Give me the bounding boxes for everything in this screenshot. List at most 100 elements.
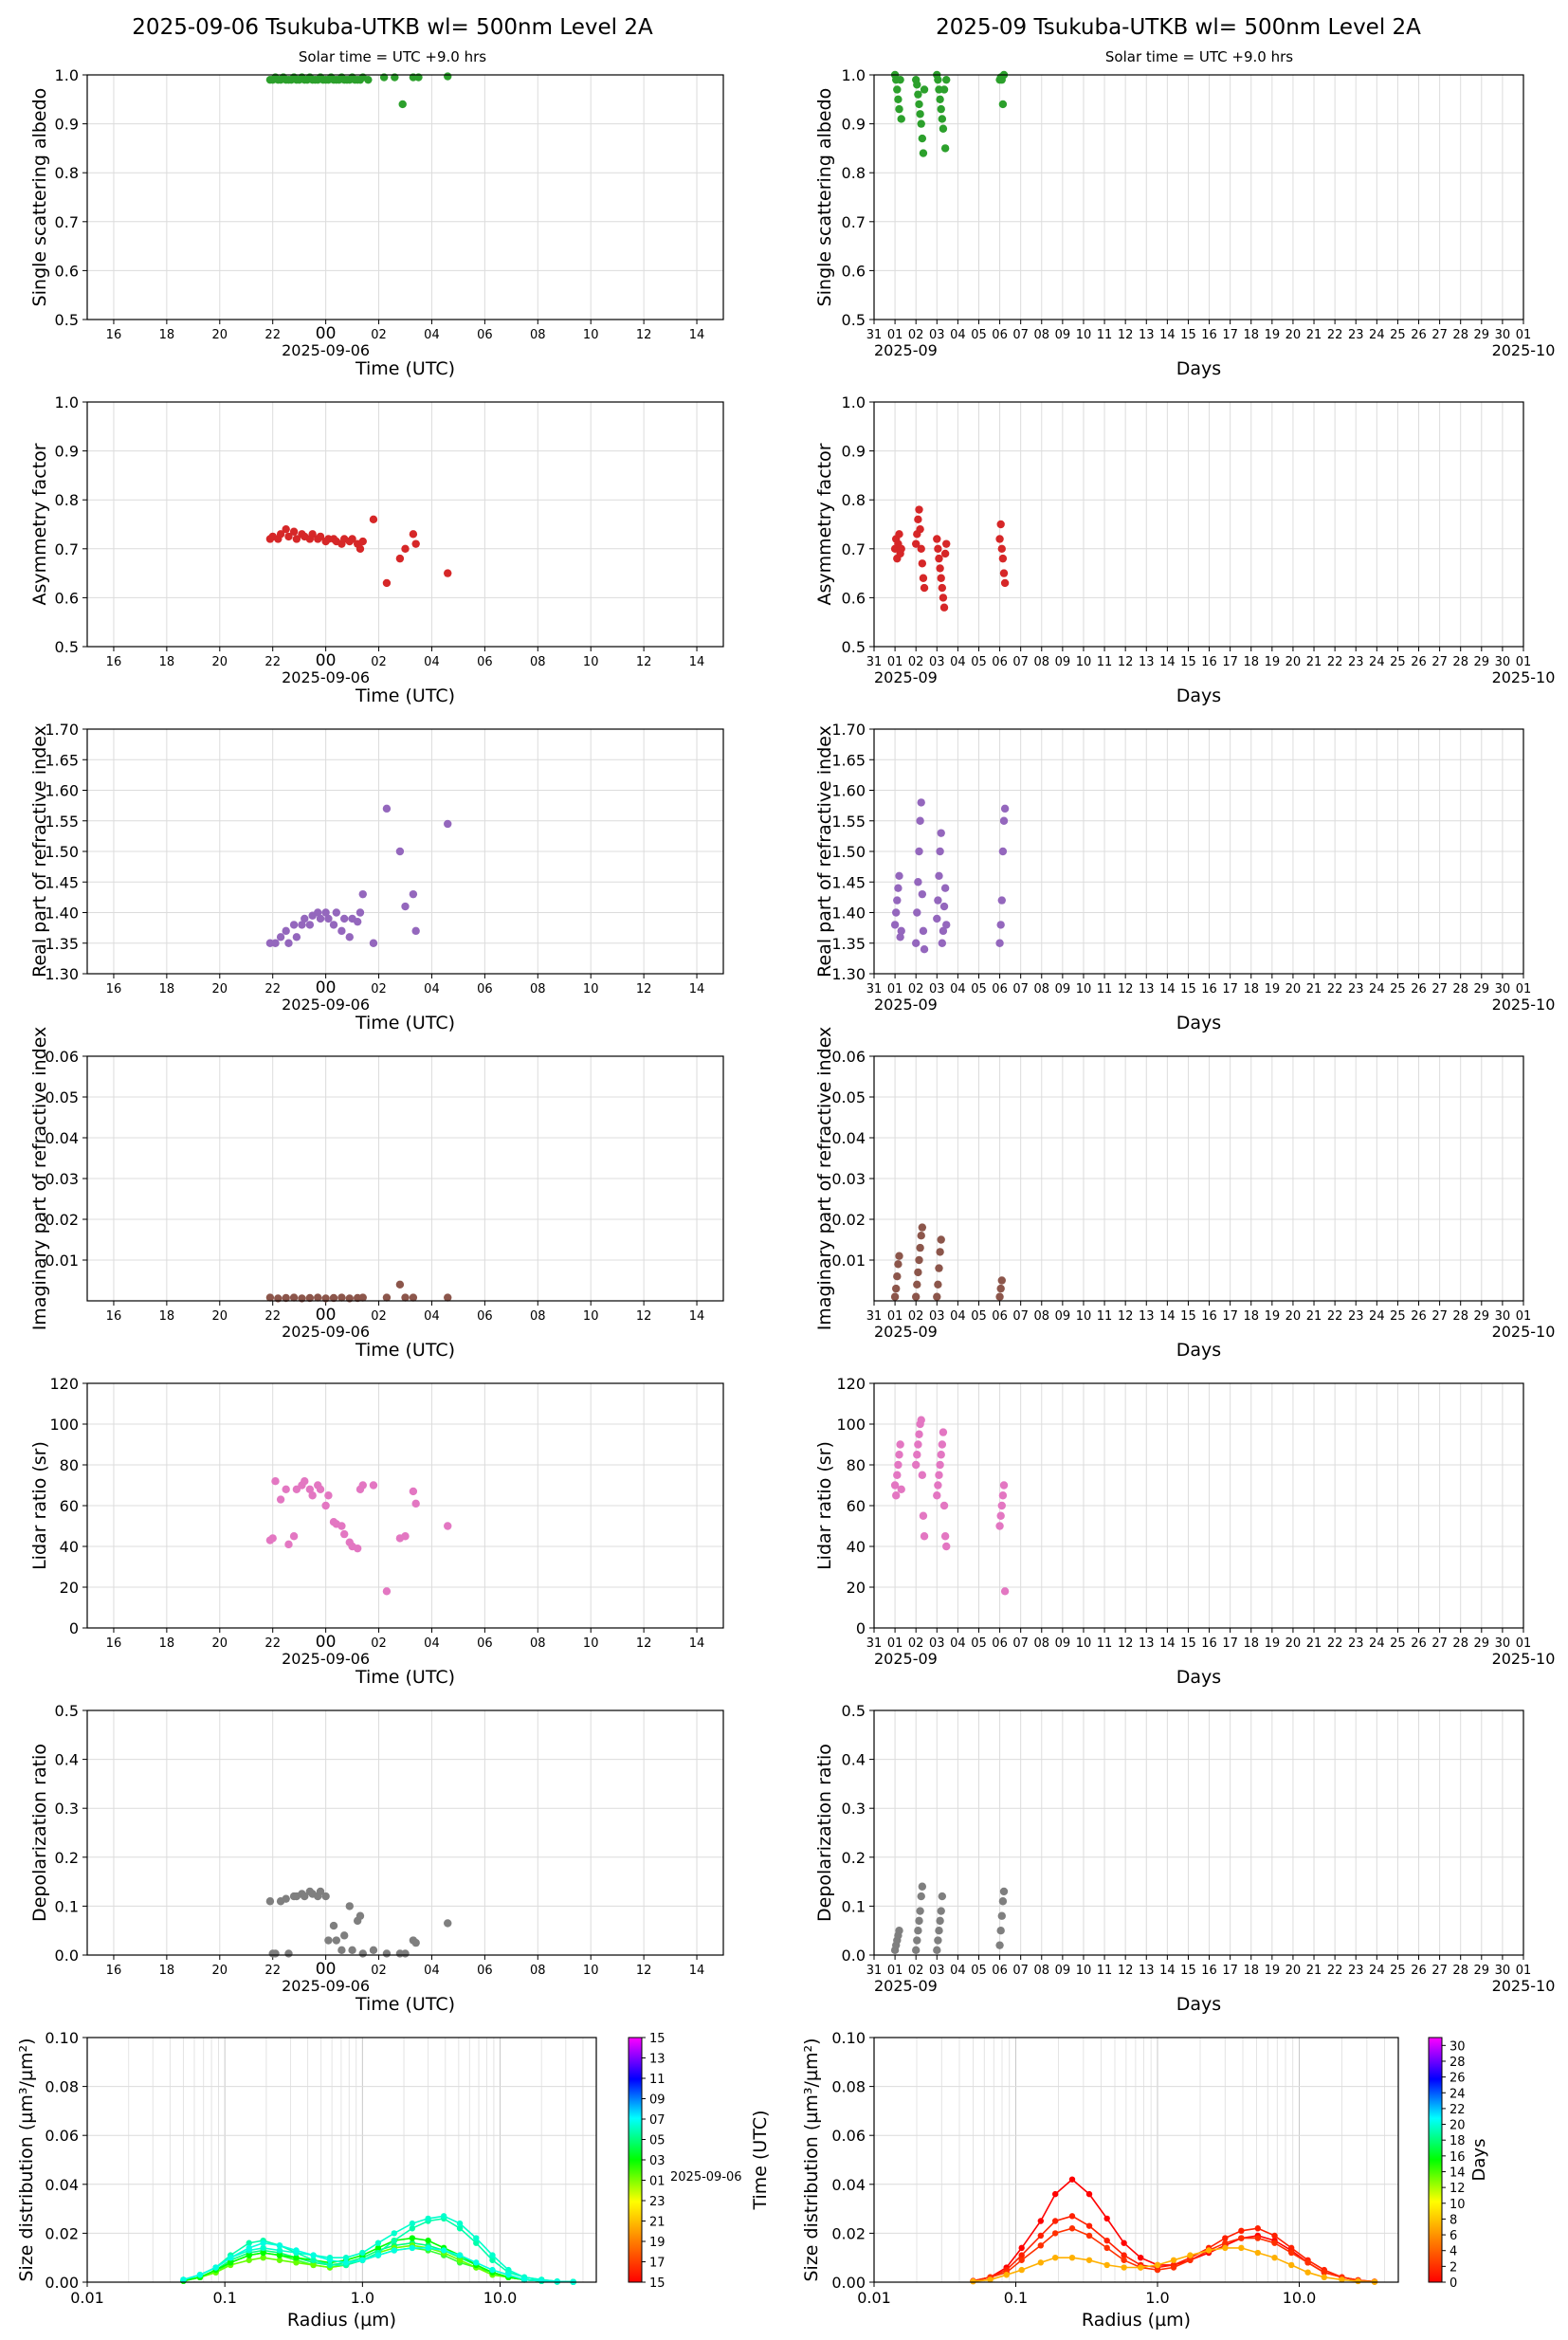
data-point (939, 85, 949, 94)
y-tick-label: 1.70 (831, 721, 866, 739)
x-tick-label: 15 (1180, 1636, 1196, 1651)
data-point (940, 549, 950, 558)
data-point (913, 1451, 921, 1459)
y-tick-label: 0 (69, 1619, 79, 1637)
data-point (289, 1293, 299, 1302)
x-tick-label: 30 (1495, 1964, 1511, 1978)
x-tick-label: 14 (1159, 982, 1176, 996)
data-point (936, 564, 944, 573)
y-tick-label: 0.06 (45, 1048, 79, 1066)
x-start-label: 2025-09 (874, 996, 938, 1014)
x-tick-label: 08 (1034, 1964, 1050, 1978)
data-point (444, 1522, 452, 1530)
series-point (1068, 2255, 1076, 2261)
data-point (329, 921, 338, 929)
y-tick-label: 20 (847, 1579, 866, 1597)
data-point (896, 75, 904, 84)
series-point (473, 2235, 480, 2241)
series-point (374, 2239, 382, 2246)
y-axis-label: Imaginary part of refractive index (29, 1027, 50, 1331)
series-point (326, 2257, 334, 2263)
y-tick-label: 0.3 (842, 1800, 866, 1818)
y-axis-label: Lidar ratio (sr) (814, 1441, 835, 1570)
plot-frame (873, 728, 1524, 975)
x-tick-label: 18 (159, 1636, 175, 1651)
x-axis-label: Time (UTC) (355, 1340, 455, 1361)
y-axis-label: Depolarization ratio (29, 1744, 50, 1922)
x-tick-label: 30 (1495, 655, 1511, 669)
x-tick-label: 28 (1452, 1964, 1468, 1978)
x-tick-label: 01 (1516, 982, 1532, 996)
data-point (920, 85, 929, 94)
x-tick-label: 04 (424, 328, 440, 342)
data-point (348, 535, 356, 543)
x-tick-label: 06 (477, 655, 493, 669)
plot-frame (86, 1055, 724, 1302)
x-tick-label: 16 (1201, 1309, 1217, 1324)
x-tick-label: 23 (1348, 1636, 1364, 1651)
x-tick-label: 08 (1034, 1309, 1050, 1324)
data-point (911, 939, 921, 947)
data-point (914, 1927, 922, 1935)
series-point (425, 2244, 431, 2252)
y-tick-label: 0.03 (831, 1170, 866, 1188)
x-tick-label: 06 (992, 1309, 1008, 1324)
data-point (284, 939, 293, 947)
series-point (276, 2242, 283, 2249)
data-point (314, 908, 322, 917)
data-point (933, 1946, 941, 1955)
x-tick-label: 18 (159, 655, 175, 669)
x-tick-label: 10 (583, 655, 599, 669)
x-tick-label: 01 (1516, 1636, 1532, 1651)
data-point (915, 100, 923, 109)
x-tick-label: 31 (866, 1964, 883, 1978)
colorbar-tick-label: 24 (1449, 2087, 1466, 2101)
series-point (342, 2259, 350, 2266)
x-tick-label: 10 (583, 982, 599, 996)
data-point (940, 1532, 950, 1541)
data-point (996, 1927, 1005, 1935)
colorbar-tick-label: 22 (1449, 2103, 1466, 2117)
data-point (918, 134, 927, 143)
series-point (1068, 2225, 1076, 2232)
data-point (893, 85, 902, 94)
data-point (999, 816, 1009, 825)
x-axis-label: Time (UTC) (355, 1013, 455, 1033)
data-point (998, 100, 1008, 109)
y-tick-label: 0.5 (55, 1702, 79, 1720)
x-tick-label: 12 (636, 328, 652, 342)
y-axis-label: Size distribution (µm³/µm²) (801, 2038, 822, 2281)
x-tick-label: 15 (1180, 328, 1196, 342)
data-point (933, 914, 941, 923)
size-panel-daily: 0.01 0.1 1.0 10.0 Radius (µm) 0.00 0.02 0.04 0.0… (801, 2029, 1399, 2331)
data-point (919, 149, 928, 157)
x-tick-label: 03 (929, 328, 945, 342)
x-date-label: 2025-09-06 (282, 1977, 370, 1995)
series-point (1222, 2235, 1229, 2241)
x-tick-label: 25 (1390, 328, 1406, 342)
data-point (995, 1522, 1004, 1530)
data-point (395, 1280, 405, 1289)
x-tick-label: 20 (1285, 982, 1302, 996)
x-tick-label: 30 (1495, 328, 1511, 342)
y-tick-label: 0.6 (55, 589, 79, 607)
data-point (918, 1471, 927, 1479)
data-point (894, 95, 903, 104)
data-point (329, 1921, 338, 1930)
series-point (1288, 2244, 1295, 2252)
x-tick-label: 18 (1243, 982, 1259, 996)
x-tick-label: 28 (1452, 655, 1468, 669)
series-point (440, 2213, 447, 2220)
plot-frame (86, 1382, 724, 1629)
x-tick-label: 21 (1306, 1309, 1322, 1324)
series-point (1304, 2259, 1311, 2266)
x-tick-label: 25 (1390, 655, 1406, 669)
x-tick-label: 22 (264, 1636, 281, 1651)
series-point (1222, 2244, 1229, 2252)
extra-time-axis-label: Time (UTC) (750, 2110, 771, 2210)
data-point (284, 1949, 293, 1958)
data-point (276, 530, 285, 539)
x-axis-label: Days (1176, 1667, 1221, 1688)
